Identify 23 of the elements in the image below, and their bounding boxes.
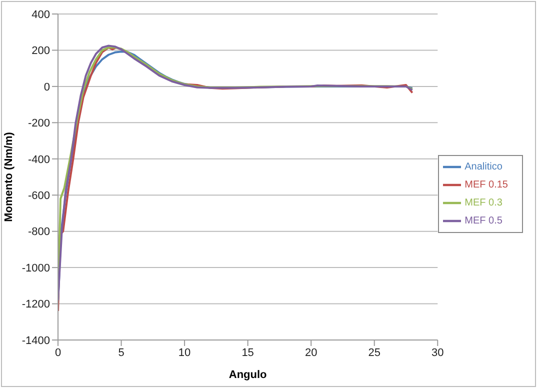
x-tick-label: 20	[304, 346, 318, 359]
y-tick-label: -200	[28, 118, 50, 130]
y-tick-label: -1400	[22, 334, 50, 347]
x-tick-label: 5	[118, 346, 124, 359]
legend-label: MEF 0.15	[464, 180, 508, 191]
y-axis-title: Momento (Nm/m)	[2, 132, 15, 222]
y-tick-label: -400	[28, 154, 50, 166]
y-tick-label: -1000	[22, 262, 50, 274]
y-tick-label: 0	[44, 81, 50, 94]
x-tick-label: 25	[368, 346, 380, 359]
y-tick-label: -800	[28, 226, 50, 238]
legend-label: Analitico	[464, 162, 502, 173]
y-tick-label: -600	[28, 190, 50, 202]
x-axis-title: Angulo	[228, 369, 268, 381]
y-tick-label: 400	[32, 8, 50, 21]
x-tick-label: 10	[178, 346, 191, 359]
legend-label: MEF 0.5	[464, 216, 502, 227]
x-tick-label: 30	[432, 346, 444, 359]
x-tick-label: 0	[54, 346, 62, 359]
y-tick-label: 200	[32, 45, 50, 58]
x-tick-label: 15	[242, 346, 254, 359]
y-tick-label: -1200	[22, 298, 50, 311]
legend-label: MEF 0.3	[464, 198, 502, 209]
